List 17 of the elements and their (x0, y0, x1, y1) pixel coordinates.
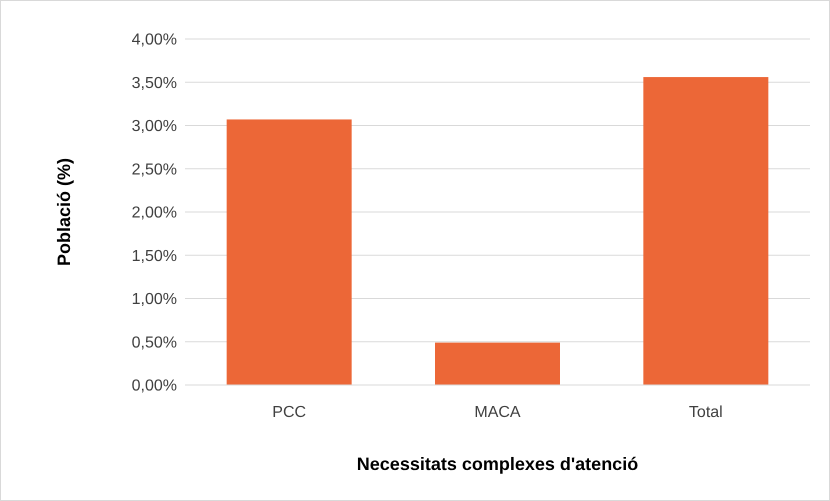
y-tick-label: 1,00% (132, 291, 177, 308)
bar (643, 77, 768, 385)
bar (226, 119, 352, 385)
y-tick-label: 2,50% (132, 161, 177, 178)
y-tick-label: 0,50% (132, 334, 177, 352)
y-tick-label: 4,00% (132, 32, 177, 49)
x-tick-label: PCC (272, 404, 306, 421)
x-tick-label: MACA (474, 404, 521, 421)
y-tick-label: 3,00% (132, 118, 177, 136)
y-tick-label: 3,50% (132, 74, 177, 92)
x-tick-label: Total (688, 404, 723, 421)
y-tick-label: 1,50% (132, 248, 177, 265)
y-tick-label: 0,00% (132, 378, 177, 395)
x-axis-title: Necessitats complexes d'atenció (356, 454, 638, 474)
bar (435, 342, 560, 385)
y-axis-title: Població (%) (54, 158, 74, 266)
y-tick-label: 2,00% (132, 204, 177, 222)
